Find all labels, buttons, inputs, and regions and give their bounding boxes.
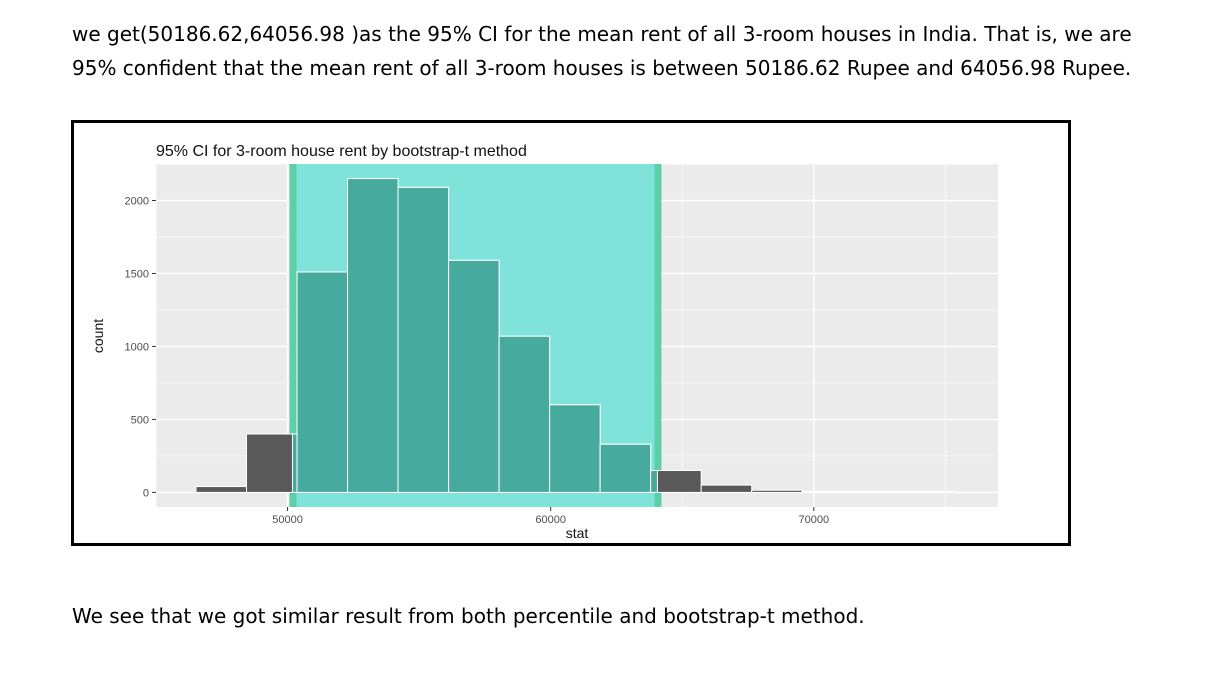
histogram-bar bbox=[246, 433, 298, 493]
y-tick-label: 2000 bbox=[125, 195, 149, 207]
histogram-bar-in-ci bbox=[650, 470, 658, 493]
histogram-bar-in-ci bbox=[549, 404, 601, 493]
histogram-bar-in-ci bbox=[448, 259, 500, 493]
chart-title: 95% CI for 3-room house rent by bootstra… bbox=[156, 143, 527, 160]
histogram-bar bbox=[902, 490, 955, 493]
y-tick-label: 1000 bbox=[125, 341, 149, 353]
y-tick-label: 1500 bbox=[125, 268, 149, 280]
conclusion-paragraph: We see that we got similar result from b… bbox=[72, 604, 865, 628]
histogram-bar bbox=[650, 470, 702, 493]
y-tick-label: 0 bbox=[143, 487, 149, 499]
histogram-bar bbox=[700, 484, 753, 493]
x-tick-label: 70000 bbox=[799, 514, 830, 526]
axes: 50000 60000 70000 0 500 1000 1500 2000 bbox=[125, 195, 830, 526]
x-tick-label: 60000 bbox=[535, 514, 566, 526]
histogram-chart: 95% CI for 3-room house rent by bootstra… bbox=[90, 143, 998, 541]
histogram-bar bbox=[852, 490, 904, 493]
x-axis-label: stat bbox=[566, 525, 589, 541]
histogram-bar bbox=[195, 486, 248, 493]
x-tick-label: 50000 bbox=[272, 514, 303, 526]
histogram-bar-in-ci bbox=[498, 335, 551, 493]
y-axis-label: count bbox=[90, 319, 106, 353]
ci-upper-bound-line bbox=[654, 164, 662, 507]
histogram-bars bbox=[195, 178, 955, 493]
histogram-bar bbox=[801, 490, 854, 493]
y-tick-label: 500 bbox=[131, 414, 149, 426]
histogram-bar-in-ci bbox=[397, 186, 450, 493]
histogram-bar-in-ci bbox=[599, 443, 652, 493]
histogram-bar-in-ci bbox=[347, 178, 399, 493]
histogram-bar bbox=[751, 489, 803, 493]
ci-explanation-paragraph: we get(50186.62,64056.98 )as the 95% CI … bbox=[72, 22, 1132, 80]
histogram-bar-in-ci bbox=[296, 271, 349, 493]
histogram-bar-in-ci bbox=[291, 433, 298, 493]
chart-frame: 95% CI for 3-room house rent by bootstra… bbox=[71, 120, 1071, 546]
ci-lower-bound-line bbox=[289, 164, 297, 507]
